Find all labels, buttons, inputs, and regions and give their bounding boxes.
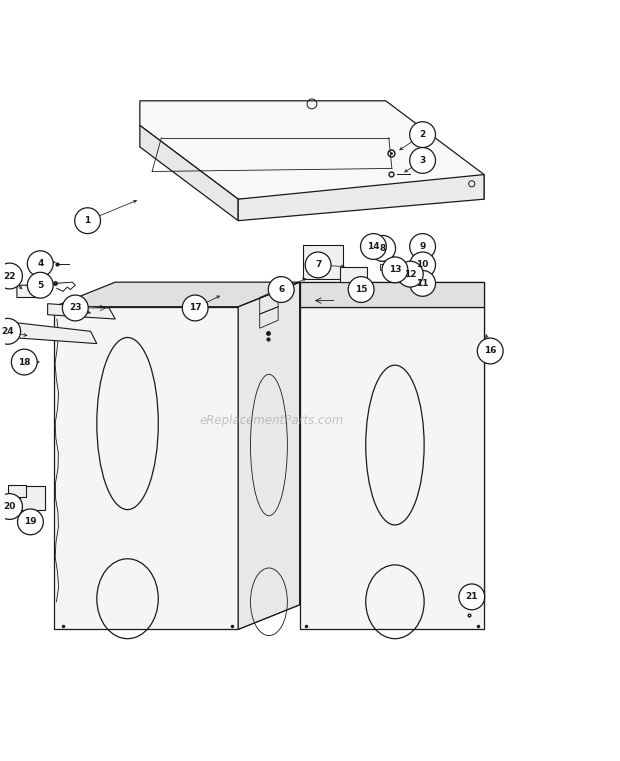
- Text: 5: 5: [37, 281, 43, 290]
- Text: 19: 19: [24, 517, 37, 527]
- Polygon shape: [140, 126, 238, 221]
- Text: 23: 23: [69, 304, 82, 313]
- Polygon shape: [17, 285, 48, 298]
- Circle shape: [305, 252, 331, 278]
- Text: eReplacementParts.com: eReplacementParts.com: [200, 414, 344, 427]
- Circle shape: [370, 235, 396, 261]
- Text: 8: 8: [379, 244, 386, 253]
- Circle shape: [0, 318, 20, 344]
- Text: 20: 20: [3, 502, 16, 511]
- Polygon shape: [299, 282, 484, 307]
- Circle shape: [459, 584, 485, 610]
- Circle shape: [410, 122, 435, 148]
- Text: 12: 12: [404, 269, 417, 279]
- Circle shape: [27, 251, 53, 276]
- Text: 24: 24: [1, 326, 14, 336]
- Text: 6: 6: [278, 285, 285, 294]
- Text: 21: 21: [466, 592, 478, 601]
- Text: 9: 9: [419, 242, 426, 251]
- Text: 7: 7: [315, 260, 321, 269]
- Text: 16: 16: [484, 346, 497, 355]
- Circle shape: [410, 252, 435, 278]
- Circle shape: [397, 261, 423, 287]
- Polygon shape: [238, 282, 299, 629]
- Circle shape: [63, 295, 88, 321]
- Polygon shape: [340, 267, 367, 282]
- Polygon shape: [140, 100, 484, 199]
- Polygon shape: [54, 307, 238, 629]
- FancyBboxPatch shape: [379, 254, 393, 260]
- Circle shape: [27, 272, 53, 298]
- Circle shape: [477, 338, 503, 364]
- Text: 18: 18: [18, 358, 30, 367]
- Circle shape: [382, 257, 408, 283]
- Circle shape: [74, 208, 100, 234]
- Circle shape: [0, 494, 22, 520]
- Polygon shape: [11, 322, 97, 344]
- Circle shape: [182, 295, 208, 321]
- Text: 13: 13: [389, 266, 401, 275]
- Text: 10: 10: [417, 260, 429, 269]
- Polygon shape: [299, 282, 484, 605]
- Text: 3: 3: [420, 156, 426, 165]
- FancyBboxPatch shape: [379, 264, 393, 270]
- Text: 14: 14: [367, 242, 379, 251]
- Circle shape: [360, 234, 386, 260]
- Polygon shape: [48, 304, 115, 319]
- Circle shape: [348, 276, 374, 302]
- FancyBboxPatch shape: [20, 486, 45, 510]
- FancyBboxPatch shape: [303, 245, 343, 279]
- Polygon shape: [54, 282, 299, 307]
- Circle shape: [410, 234, 435, 260]
- Circle shape: [268, 276, 294, 302]
- FancyBboxPatch shape: [7, 485, 26, 497]
- Text: 2: 2: [420, 130, 426, 139]
- Text: 4: 4: [37, 260, 43, 268]
- Circle shape: [17, 509, 43, 535]
- Text: 22: 22: [3, 272, 16, 281]
- Text: 17: 17: [189, 304, 202, 313]
- Circle shape: [410, 270, 435, 296]
- Text: 11: 11: [417, 279, 429, 288]
- Polygon shape: [238, 174, 484, 221]
- Text: 15: 15: [355, 285, 368, 294]
- Polygon shape: [299, 307, 484, 629]
- Circle shape: [11, 349, 37, 375]
- FancyBboxPatch shape: [379, 245, 393, 251]
- Text: 1: 1: [84, 216, 91, 225]
- Circle shape: [0, 263, 22, 289]
- Circle shape: [410, 148, 435, 174]
